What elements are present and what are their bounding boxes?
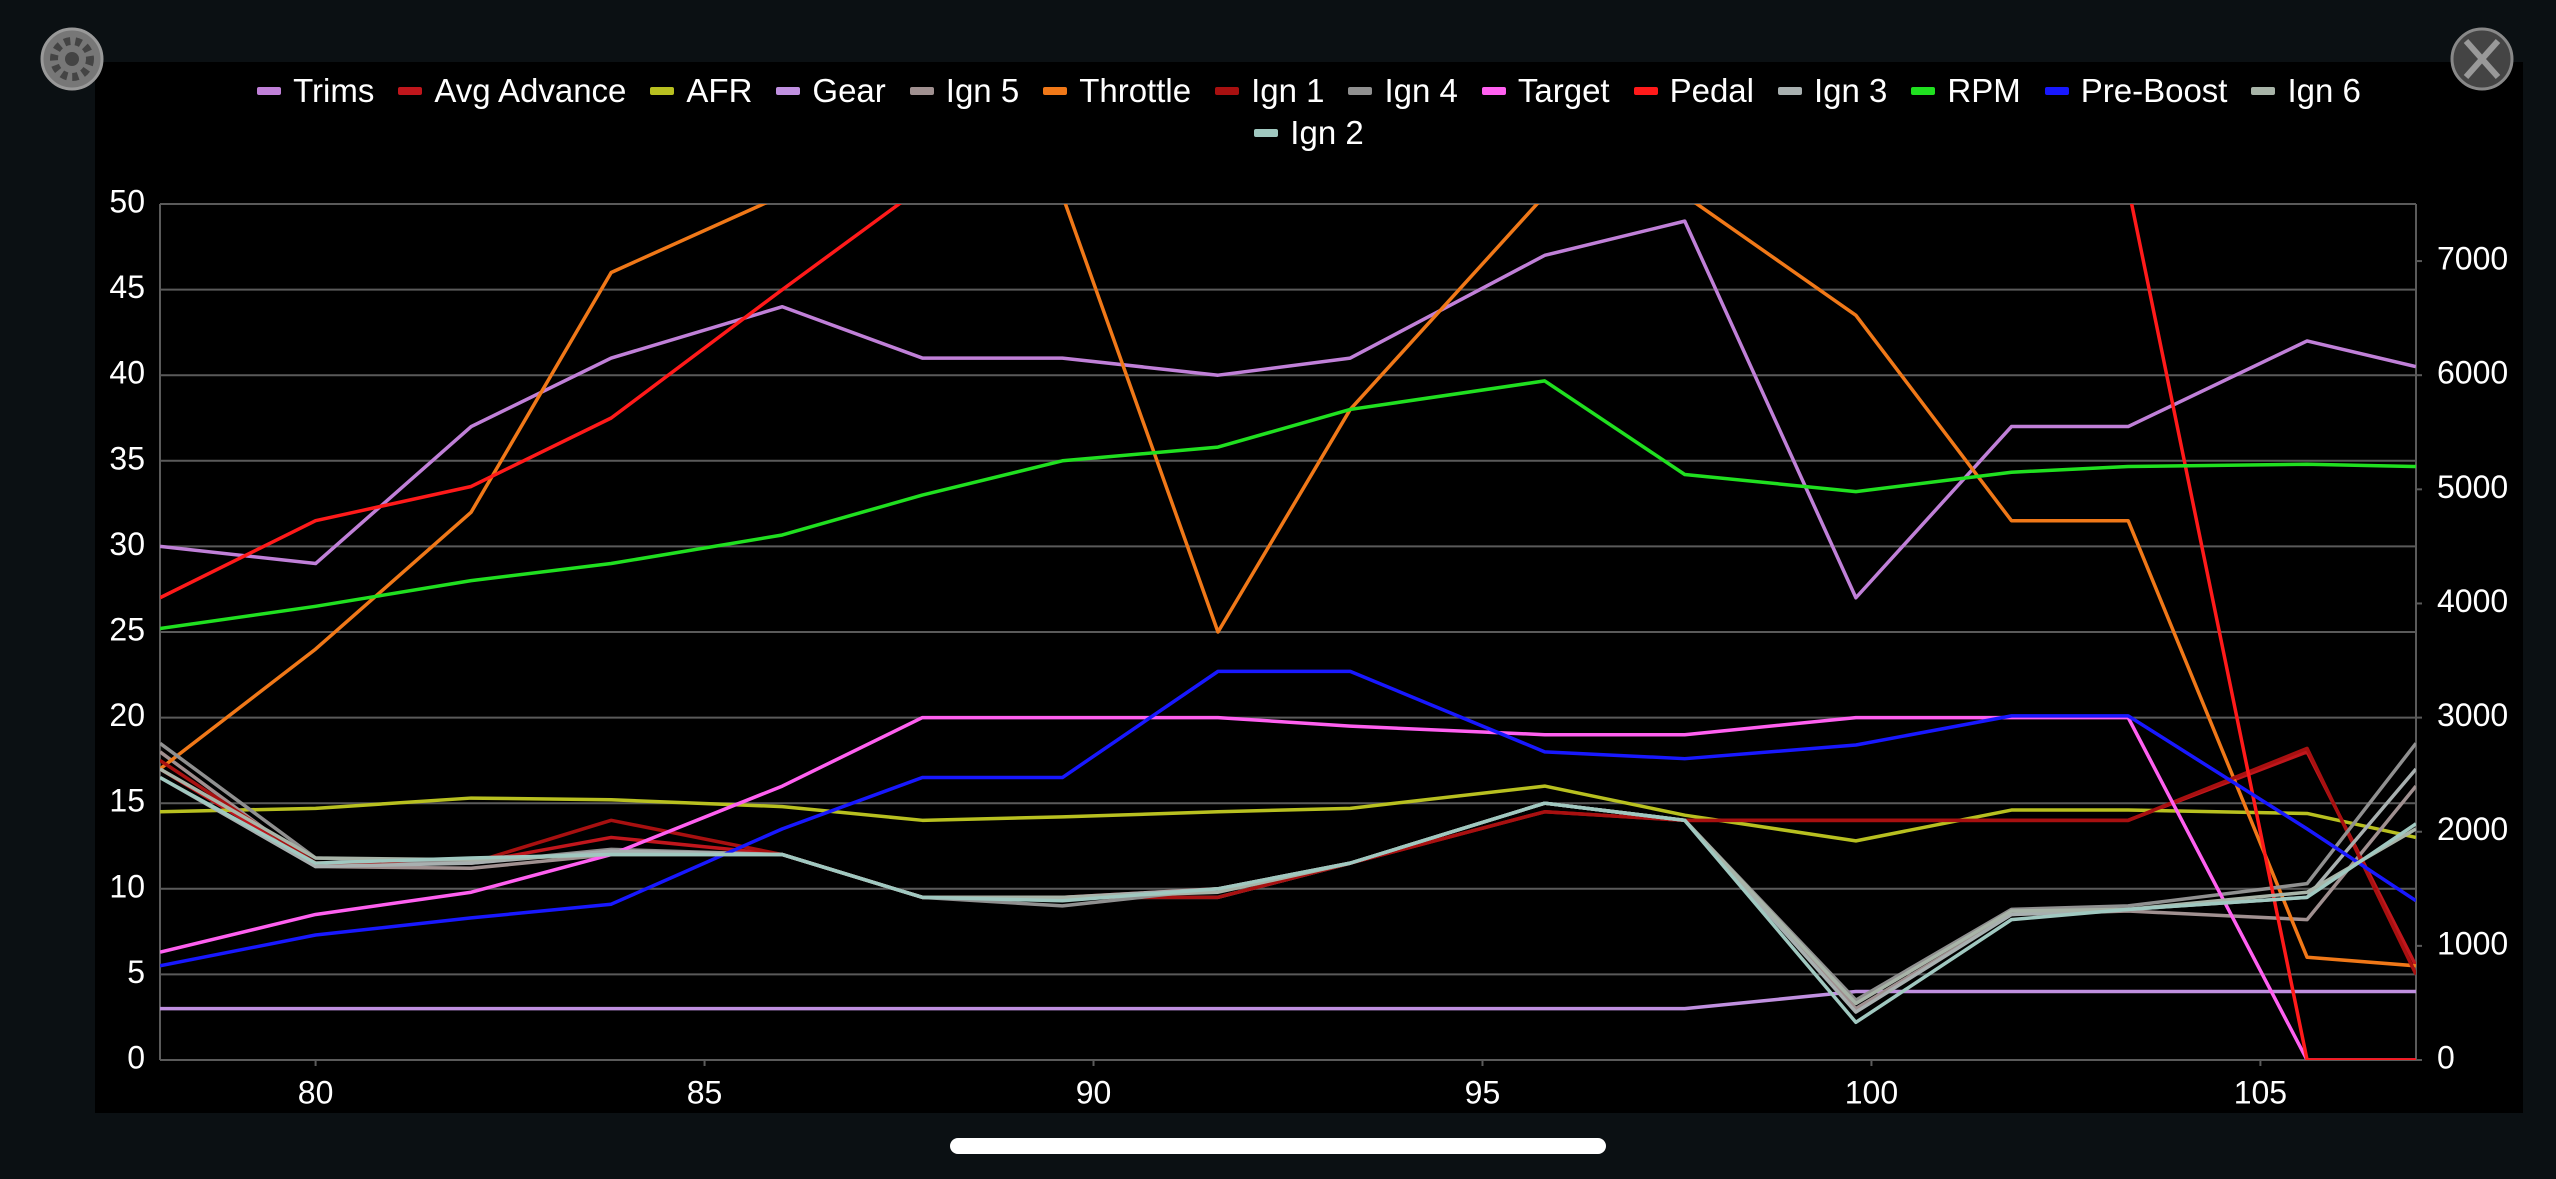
- legend-swatch: [1215, 87, 1240, 95]
- legend-label: Throttle: [1079, 72, 1192, 109]
- legend-swatch: [1633, 87, 1658, 95]
- y-tick-label: 5: [127, 954, 145, 990]
- y2-tick-label: 6000: [2437, 355, 2508, 391]
- legend-row: Trims Avg Advance AFR Gear Ign 5 Throttle Ign …: [95, 70, 2523, 112]
- legend-swatch: [398, 87, 423, 95]
- legend-item: Trims: [257, 72, 374, 110]
- y2-tick-label: 1000: [2437, 925, 2508, 961]
- legend-item: Ign 6: [2251, 72, 2361, 110]
- legend-label: RPM: [1947, 72, 2021, 109]
- series-line: [160, 775, 2416, 1025]
- legend-label: Target: [1517, 72, 1610, 109]
- legend-item: Ign 4: [1348, 72, 1458, 110]
- x-tick-label: 85: [687, 1074, 723, 1110]
- series-line: [160, 784, 2416, 843]
- y2-tick-label: 0: [2437, 1039, 2455, 1075]
- plot-lines: [160, 204, 2416, 1060]
- y-tick-label: 0: [127, 1039, 145, 1075]
- y-tick-label: 10: [109, 868, 145, 904]
- y-tick-label: 45: [109, 269, 145, 305]
- legend-swatch: [650, 87, 675, 95]
- legend-label: Ign 1: [1251, 72, 1325, 109]
- y-tick-label: 20: [109, 697, 145, 733]
- legend-swatch: [1911, 87, 1936, 95]
- y2-tick-label: 3000: [2437, 697, 2508, 733]
- legend-label: Ign 3: [1814, 72, 1888, 109]
- legend-swatch: [909, 87, 934, 95]
- legend-item: Throttle: [1043, 72, 1191, 110]
- x-tick-label: 105: [2234, 1074, 2287, 1110]
- series-line: [160, 746, 2416, 976]
- y-tick-label: 30: [109, 526, 145, 562]
- legend-label: AFR: [686, 72, 753, 109]
- legend-row: Ign 2: [95, 112, 2523, 154]
- y2-tick-label: 4000: [2437, 583, 2508, 619]
- legend-item: Pedal: [1633, 72, 1754, 110]
- x-tick-label: 95: [1465, 1074, 1501, 1110]
- legend-item: Gear: [776, 72, 886, 110]
- legend-swatch: [1043, 87, 1068, 95]
- x-tick-label: 80: [298, 1074, 334, 1110]
- series-line: [160, 219, 2416, 600]
- legend-item: Ign 1: [1215, 72, 1324, 110]
- y2-tick-label: 5000: [2437, 469, 2508, 505]
- series-line: [160, 379, 2416, 631]
- x-tick-label: 90: [1076, 1074, 1112, 1110]
- legend-item: RPM: [1911, 72, 2021, 110]
- legend: Trims Avg Advance AFR Gear Ign 5 Throttle Ign …: [95, 70, 2523, 154]
- legend-label: Ign 6: [2287, 72, 2361, 109]
- series-line: [160, 741, 2416, 1002]
- settings-button[interactable]: [40, 27, 104, 91]
- y2-tick-label: 7000: [2437, 241, 2508, 277]
- legend-item: Ign 3: [1778, 72, 1887, 110]
- legend-swatch: [1254, 129, 1279, 137]
- series-line: [160, 669, 2416, 968]
- series-line: [160, 989, 2416, 1011]
- home-indicator: [950, 1138, 1606, 1154]
- legend-item: Ign 5: [909, 72, 1020, 110]
- legend-label: Trims: [293, 72, 375, 109]
- legend-item: Avg Advance: [398, 72, 626, 110]
- legend-item: AFR: [650, 72, 752, 110]
- legend-item: Target: [1481, 72, 1610, 110]
- legend-label: Pre-Boost: [2080, 72, 2228, 109]
- legend-swatch: [776, 87, 801, 95]
- legend-swatch: [2044, 87, 2069, 95]
- legend-label: Pedal: [1669, 72, 1754, 109]
- legend-label: Avg Advance: [434, 72, 627, 109]
- y-tick-label: 50: [109, 183, 145, 219]
- legend-swatch: [1778, 87, 1802, 95]
- legend-label: Ign 4: [1384, 72, 1458, 109]
- close-button[interactable]: [2450, 27, 2514, 91]
- y-tick-label: 25: [109, 611, 145, 647]
- legend-swatch: [2251, 87, 2276, 95]
- series-line: [160, 767, 2416, 1014]
- y2-tick-label: 2000: [2437, 811, 2508, 847]
- legend-swatch: [1481, 87, 1506, 95]
- y-tick-label: 35: [109, 440, 145, 476]
- legend-item: Ign 2: [1254, 114, 1364, 152]
- legend-label: Ign 5: [945, 72, 1020, 109]
- chart-background: [95, 62, 2523, 1113]
- legend-item: Pre-Boost: [2044, 72, 2228, 110]
- series-line: [160, 204, 2416, 1060]
- legend-swatch: [1348, 87, 1373, 95]
- legend-swatch: [257, 87, 282, 95]
- legend-label: Gear: [812, 72, 886, 109]
- y-tick-label: 40: [109, 355, 145, 391]
- series-line: [160, 204, 2416, 968]
- y-tick-label: 15: [109, 783, 145, 819]
- legend-label: Ign 2: [1290, 114, 1364, 151]
- x-tick-label: 100: [1845, 1074, 1898, 1110]
